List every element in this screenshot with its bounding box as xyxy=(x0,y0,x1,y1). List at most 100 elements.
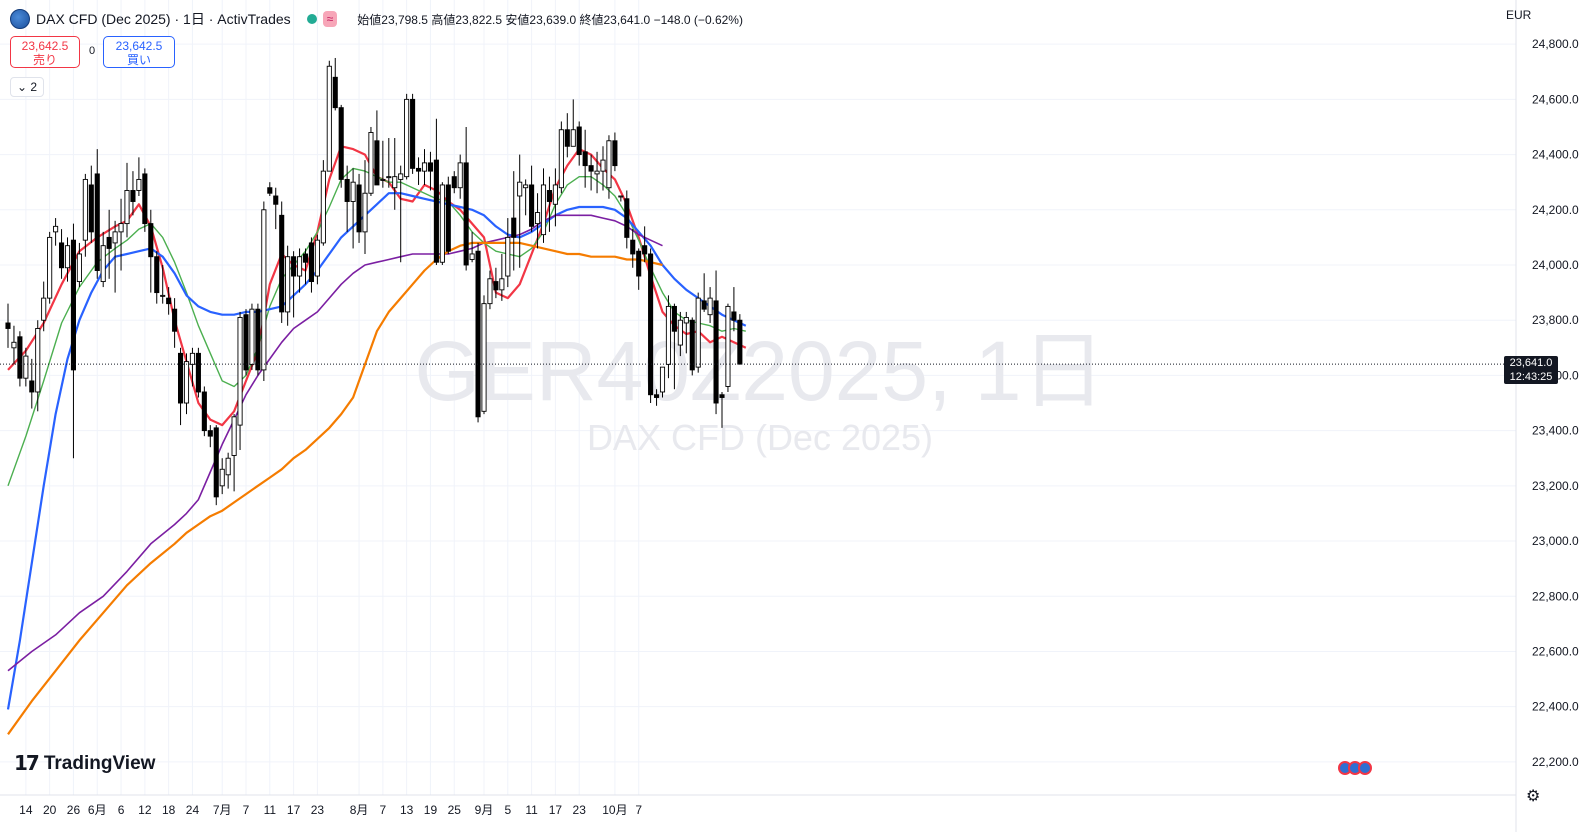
candle xyxy=(737,314,743,365)
time-axis[interactable]: 14 20 26 6月 6 12 18 24 7月 7 11 17 23 8月 7 13 19 25 9月 5 11 17… xyxy=(19,803,642,817)
y-tick-label: 24,600.0 xyxy=(1532,92,1579,106)
candle xyxy=(439,182,445,265)
candle xyxy=(421,149,428,185)
moving-average-line xyxy=(7,241,663,735)
candle xyxy=(255,303,261,376)
candle xyxy=(225,452,231,489)
x-tick-label: 11 xyxy=(525,803,538,817)
candle xyxy=(588,154,594,191)
market-open-dot-icon xyxy=(306,14,317,24)
candle xyxy=(320,160,326,246)
x-tick-label: 14 xyxy=(19,803,33,817)
delayed-data-badge[interactable]: ≈ xyxy=(322,11,338,27)
candle xyxy=(546,176,552,232)
candle xyxy=(671,303,677,390)
price-axis[interactable]: 22,200.0 22,400.0 22,600.0 22,800.0 23,000.0… xyxy=(1532,37,1579,769)
x-tick-label: 17 xyxy=(549,803,563,817)
x-tick-label: 25 xyxy=(448,803,462,817)
candle xyxy=(237,311,243,450)
symbol-title[interactable]: DAX CFD (Dec 2025) · 1日 · ActivTrades xyxy=(36,11,291,27)
candle xyxy=(677,311,683,357)
candle xyxy=(719,391,725,428)
candle xyxy=(636,248,642,290)
candle xyxy=(630,229,636,268)
buy-button[interactable]: 23,642.5 買い xyxy=(103,36,175,68)
candle xyxy=(94,149,100,279)
candle xyxy=(136,157,142,196)
x-tick-label: 11 xyxy=(264,803,277,817)
settings-gear-icon[interactable]: ⚙ xyxy=(1526,788,1541,805)
candle xyxy=(183,353,190,415)
candle xyxy=(642,226,648,263)
watermark-symbol: GER40Z2025, 1日 xyxy=(414,324,1105,418)
candle xyxy=(487,270,493,310)
countdown-value: 12:43:25 xyxy=(1509,371,1553,384)
candle xyxy=(564,113,570,158)
candle xyxy=(570,99,576,147)
candle xyxy=(713,270,719,415)
candle xyxy=(100,231,106,288)
x-tick-label: 6月 xyxy=(88,803,107,817)
candle xyxy=(297,248,303,293)
candle xyxy=(624,190,630,249)
x-tick-label: 24 xyxy=(186,803,200,817)
economic-events[interactable] xyxy=(1338,761,1372,775)
candle xyxy=(47,231,53,304)
chevron-down-icon: ⌄ xyxy=(16,80,28,94)
candle xyxy=(195,347,201,398)
candle xyxy=(219,458,225,495)
candle xyxy=(267,182,273,196)
candle xyxy=(166,287,172,315)
open-value: 23,798.5 xyxy=(381,12,428,27)
high-value: 23,822.5 xyxy=(455,12,503,27)
candle xyxy=(112,220,118,293)
sell-label: 売り xyxy=(32,53,57,67)
candle xyxy=(201,386,207,437)
x-tick-label: 8月 xyxy=(350,803,369,817)
candle xyxy=(154,251,160,304)
candle xyxy=(53,218,59,246)
candle xyxy=(386,138,392,188)
candle xyxy=(475,242,481,423)
tradingview-logo[interactable]: 𝟭𝟳 TradingView xyxy=(14,751,155,776)
candle xyxy=(356,173,362,243)
currency-button[interactable]: EUR xyxy=(1506,8,1532,22)
sell-price: 23,642.5 xyxy=(21,39,69,53)
candle xyxy=(558,121,564,194)
candle xyxy=(451,171,457,194)
candle xyxy=(338,104,344,188)
candle xyxy=(291,251,297,318)
candle xyxy=(404,93,410,180)
candle xyxy=(410,93,416,174)
candle xyxy=(160,265,166,304)
x-tick-label: 7 xyxy=(380,803,387,817)
sell-button[interactable]: 23,642.5 売り xyxy=(10,36,80,68)
moving-average-line xyxy=(7,214,663,672)
x-tick-label: 18 xyxy=(162,803,176,817)
candle xyxy=(374,110,380,186)
watermark-description: DAX CFD (Dec 2025) xyxy=(587,417,933,458)
last-price-tag: 23,641.0 12:43:25 xyxy=(1504,356,1558,385)
candle xyxy=(302,248,309,285)
x-tick-label: 10月 xyxy=(602,803,627,817)
indicator-count: 2 xyxy=(30,80,38,94)
candle xyxy=(308,237,315,293)
x-tick-label: 17 xyxy=(287,803,301,817)
y-tick-label: 22,800.0 xyxy=(1532,589,1579,603)
y-tick-label: 24,800.0 xyxy=(1532,37,1579,51)
x-tick-label: 23 xyxy=(311,803,325,817)
candle xyxy=(261,201,267,381)
candle xyxy=(231,414,237,492)
candle xyxy=(106,209,112,279)
candle xyxy=(731,287,737,332)
brand-name: TradingView xyxy=(43,752,156,774)
indicators-collapse-button[interactable]: ⌄ 2 xyxy=(10,77,44,97)
candle xyxy=(552,168,558,227)
candle xyxy=(469,231,475,263)
candle xyxy=(618,195,624,202)
dax-flag-icon xyxy=(10,9,30,29)
candle xyxy=(433,118,439,265)
event-flag-icon[interactable] xyxy=(1358,761,1372,775)
x-tick-label: 19 xyxy=(424,803,438,817)
